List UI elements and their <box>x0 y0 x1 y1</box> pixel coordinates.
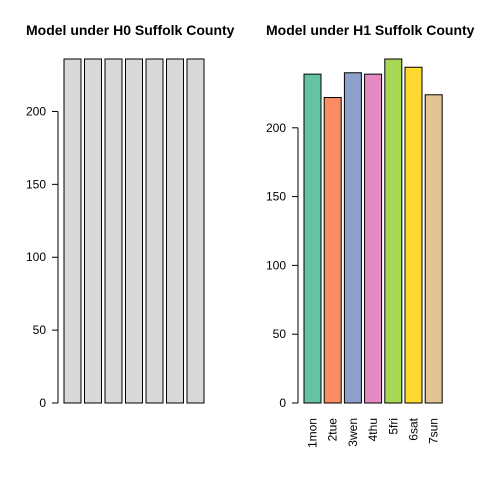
right-bar-6sat <box>404 66 423 404</box>
right-x-tick-label: 1mon <box>306 418 320 448</box>
left-plot-area: 0 50 100 150 200 <box>26 58 205 410</box>
right-bar-5fri <box>384 58 403 404</box>
left-y-tick-label: 0 <box>39 396 46 410</box>
right-y-tick-label: 100 <box>266 258 286 272</box>
right-x-tick-label: 4thu <box>366 418 380 441</box>
right-y-tick-label: 200 <box>266 121 286 135</box>
right-x-tick-label: 3wen <box>346 418 360 447</box>
right-chart-panel: Model under H1 Suffolk County 0 50 100 150 2… <box>266 22 475 448</box>
right-bar-2tue <box>323 97 342 404</box>
right-x-tick-label: 7sun <box>427 418 441 444</box>
left-bar-7sun <box>186 58 205 404</box>
right-y-tick-label: 50 <box>273 327 287 341</box>
left-bar-2tue <box>84 58 102 404</box>
right-x-tick-label: 5fri <box>386 418 400 435</box>
right-bar-7sun <box>424 94 443 404</box>
left-bar-3wen <box>104 58 123 404</box>
left-chart-title: Model under H0 Suffolk County <box>26 22 235 38</box>
right-y-tick-label: 0 <box>279 396 286 410</box>
right-bar-3wen <box>343 72 362 404</box>
left-bar-4thu <box>125 58 143 404</box>
right-chart-title: Model under H1 Suffolk County <box>266 22 475 38</box>
right-x-tick-label: 6sat <box>407 417 421 440</box>
left-y-tick-label: 50 <box>33 323 47 337</box>
left-y-tick-label: 200 <box>26 104 46 118</box>
left-y-tick-label: 100 <box>26 250 46 264</box>
left-y-tick-label: 150 <box>26 177 46 191</box>
right-bar-1mon <box>303 73 322 404</box>
right-y-tick-label: 150 <box>266 190 286 204</box>
left-bar-6sat <box>166 58 184 404</box>
left-bar-5fri <box>145 58 164 404</box>
right-plot-area: 0 50 100 150 200 1mon 2tue 3wen 4thu 5fri 6sat 7sun <box>266 58 443 448</box>
left-chart-panel: Model under H0 Suffolk County 0 50 100 150 2… <box>26 22 235 410</box>
right-x-tick-label: 2tue <box>326 418 340 442</box>
right-bar-4thu <box>364 73 383 404</box>
left-bar-1mon <box>63 58 82 404</box>
